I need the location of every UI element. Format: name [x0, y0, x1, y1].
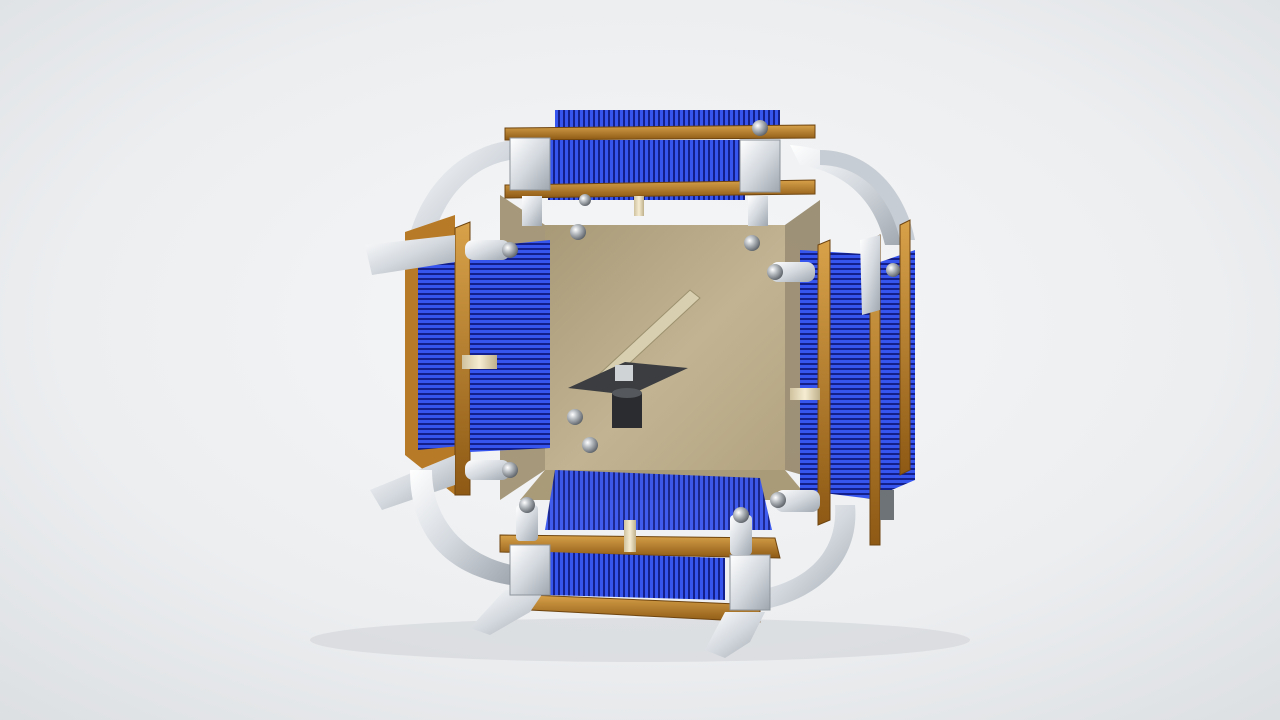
bottom-board-upper [499, 534, 781, 559]
bracket-bottom-right [760, 505, 856, 610]
right-foot-upper [860, 235, 880, 315]
fastener [570, 224, 586, 240]
bottom-fins-outer [548, 552, 725, 600]
top-clamp-right [739, 139, 781, 193]
bracket-bottom-left [410, 470, 512, 585]
top-board-upper [504, 124, 816, 141]
fastener [733, 507, 749, 523]
left-fins-inner [470, 240, 550, 452]
mount-block [612, 393, 642, 428]
fastener [519, 497, 535, 513]
bottom-clamp-left [509, 544, 551, 596]
bottom-fins-inner [545, 470, 772, 530]
right-heatsink-assembly [760, 219, 915, 610]
bottom-heatsink-assembly [470, 470, 781, 658]
standoff [624, 520, 636, 552]
standoff [790, 388, 820, 400]
fastener [770, 492, 786, 508]
left-heatsink-assembly [365, 215, 598, 585]
bottom-clamp-right [729, 554, 771, 611]
mount-clamp [615, 365, 633, 381]
central-mount [568, 289, 701, 428]
fastener [502, 242, 518, 258]
fastener [567, 409, 583, 425]
bottom-foot-right [705, 612, 765, 658]
fastener [502, 462, 518, 478]
left-foot-upper [365, 235, 455, 275]
ground-shadow [310, 618, 970, 662]
fastener [744, 235, 760, 251]
interior-back-panel [545, 225, 785, 470]
standoff [462, 355, 497, 369]
right-board-outer [899, 219, 911, 476]
right-board-inner [817, 239, 831, 526]
bottom-foot-left [470, 590, 545, 635]
top-board-lower [504, 179, 816, 199]
fastener [582, 437, 598, 453]
fastener [767, 264, 783, 280]
top-clamp-left [509, 137, 551, 191]
